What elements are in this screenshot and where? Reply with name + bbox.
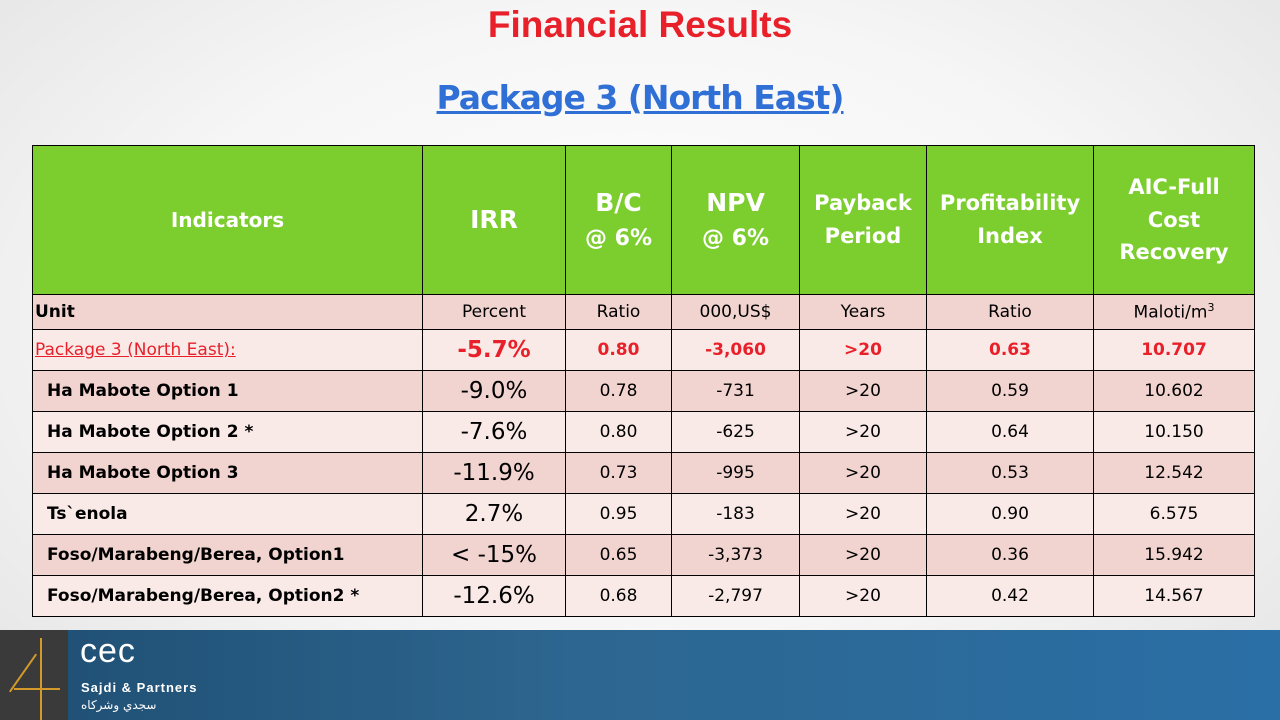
row-pi: 0.36 (926, 534, 1094, 576)
table-row: Ts`enola 2.7% 0.95 -183 >20 0.90 6.575 (32, 493, 1255, 535)
row-name: Ts`enola (32, 493, 423, 535)
row-payback: >20 (799, 534, 927, 576)
row-pi: 0.90 (926, 493, 1094, 535)
row-aic: 10.150 (1093, 411, 1255, 453)
row-irr: 2.7% (422, 493, 566, 535)
row-npv: -183 (671, 493, 800, 535)
row-irr: -7.6% (422, 411, 566, 453)
package-aic: 10.707 (1093, 329, 1255, 371)
table-row: Ha Mabote Option 3 -11.9% 0.73 -995 >20 … (32, 452, 1255, 494)
cec-logo-mark (0, 630, 68, 720)
row-bc: 0.68 (565, 575, 672, 617)
row-bc: 0.95 (565, 493, 672, 535)
row-payback: >20 (799, 575, 927, 617)
row-name: Ha Mabote Option 3 (32, 452, 423, 494)
row-payback: >20 (799, 411, 927, 453)
row-name: Foso/Marabeng/Berea, Option2 * (32, 575, 423, 617)
row-bc: 0.78 (565, 370, 672, 412)
row-irr: -9.0% (422, 370, 566, 412)
header-profitability: Profitability Index (926, 145, 1094, 295)
slide-subtitle: Package 3 (North East) (436, 78, 845, 117)
unit-bc: Ratio (565, 294, 672, 330)
row-irr: -11.9% (422, 452, 566, 494)
row-irr: -12.6% (422, 575, 566, 617)
package-total-row: Package 3 (North East): -5.7% 0.80 -3,06… (32, 329, 1255, 371)
row-npv: -995 (671, 452, 800, 494)
row-payback: >20 (799, 452, 927, 494)
row-aic: 12.542 (1093, 452, 1255, 494)
package-payback: >20 (799, 329, 927, 371)
financial-results-table: Indicators IRR B/C @ 6% NPV @ 6% Payback Pe… (32, 145, 1255, 617)
partner-name: Sajdi & Partners (81, 680, 198, 695)
row-pi: 0.53 (926, 452, 1094, 494)
row-payback: >20 (799, 370, 927, 412)
row-bc: 0.73 (565, 452, 672, 494)
unit-irr: Percent (422, 294, 566, 330)
table-row: Ha Mabote Option 2 * -7.6% 0.80 -625 >20… (32, 411, 1255, 453)
row-pi: 0.42 (926, 575, 1094, 617)
row-aic: 10.602 (1093, 370, 1255, 412)
slide-title: Financial Results (487, 4, 793, 45)
row-pi: 0.59 (926, 370, 1094, 412)
header-irr: IRR (422, 145, 566, 295)
table-row: Foso/Marabeng/Berea, Option1 < -15% 0.65… (32, 534, 1255, 576)
unit-label: Unit (32, 294, 423, 330)
brand-name: cec (80, 632, 136, 670)
row-aic: 14.567 (1093, 575, 1255, 617)
row-npv: -731 (671, 370, 800, 412)
package-bc: 0.80 (565, 329, 672, 371)
header-indicators: Indicators (32, 145, 423, 295)
row-npv: -3,373 (671, 534, 800, 576)
row-aic: 6.575 (1093, 493, 1255, 535)
header-row: Indicators IRR B/C @ 6% NPV @ 6% Payback Pe… (32, 145, 1255, 295)
unit-npv: 000,US$ (671, 294, 800, 330)
package-irr: -5.7% (422, 329, 566, 371)
header-bc: B/C @ 6% (565, 145, 672, 295)
row-name: Ha Mabote Option 1 (32, 370, 423, 412)
unit-pi: Ratio (926, 294, 1094, 330)
header-npv: NPV @ 6% (671, 145, 800, 295)
row-bc: 0.80 (565, 411, 672, 453)
package-pi: 0.63 (926, 329, 1094, 371)
package-name: Package 3 (North East): (32, 329, 423, 371)
row-bc: 0.65 (565, 534, 672, 576)
header-payback: Payback Period (799, 145, 927, 295)
row-name: Ha Mabote Option 2 * (32, 411, 423, 453)
row-aic: 15.942 (1093, 534, 1255, 576)
row-irr: < -15% (422, 534, 566, 576)
row-payback: >20 (799, 493, 927, 535)
unit-row: Unit Percent Ratio 000,US$ Years Ratio M… (32, 294, 1255, 330)
row-pi: 0.64 (926, 411, 1094, 453)
row-name: Foso/Marabeng/Berea, Option1 (32, 534, 423, 576)
row-npv: -2,797 (671, 575, 800, 617)
unit-aic: Maloti/m3 (1093, 294, 1255, 330)
table-row: Foso/Marabeng/Berea, Option2 * -12.6% 0.… (32, 575, 1255, 617)
package-npv: -3,060 (671, 329, 800, 371)
footer-bar: cec Sajdi & Partners سجدي وشركاه (0, 630, 1280, 720)
table-row: Ha Mabote Option 1 -9.0% 0.78 -731 >20 0… (32, 370, 1255, 412)
unit-payback: Years (799, 294, 927, 330)
partner-name-arabic: سجدي وشركاه (81, 698, 157, 712)
row-npv: -625 (671, 411, 800, 453)
header-aic: AIC-Full Cost Recovery (1093, 145, 1255, 295)
